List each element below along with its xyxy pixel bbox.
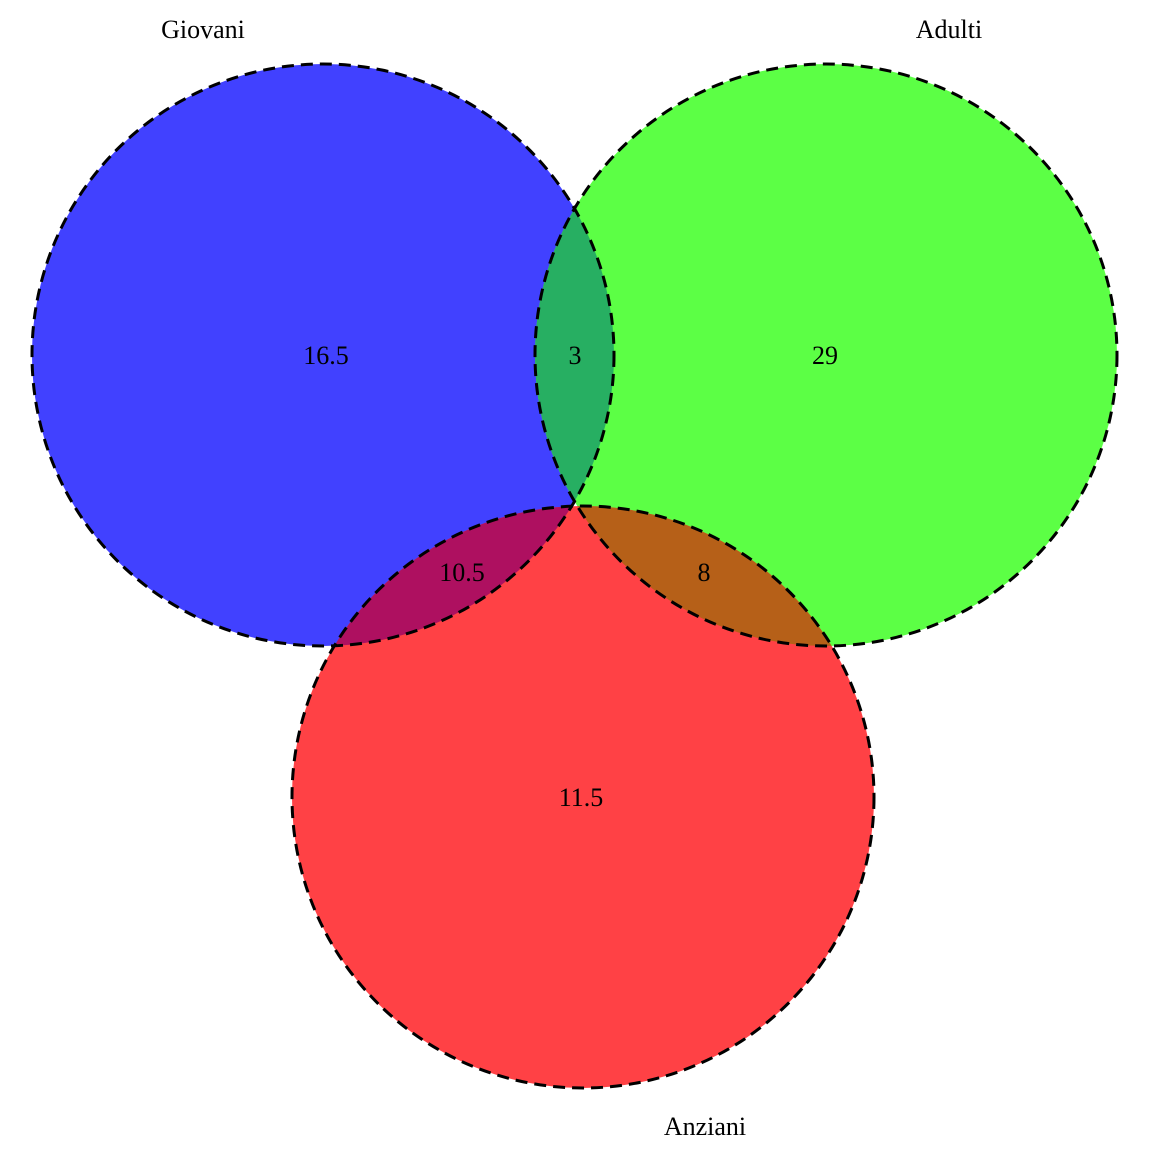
adulti-anziani-value: 8: [698, 558, 711, 587]
giovani-label: Giovani: [161, 15, 245, 44]
anziani-label: Anziani: [664, 1112, 746, 1141]
anziani-only-value: 11.5: [559, 783, 604, 812]
giovani-circle: [32, 64, 614, 646]
giovani-adulti-value: 3: [569, 341, 582, 370]
anziani-outline: [290, 504, 876, 1090]
anziani-circle: [292, 506, 874, 1088]
adulti-outline: [533, 62, 1119, 648]
giovani-only-value: 16.5: [303, 341, 349, 370]
adulti-only-value: 29: [812, 341, 838, 370]
giovani-anziani-value: 10.5: [439, 558, 485, 587]
adulti-label: Adulti: [916, 15, 982, 44]
giovani-outline: [30, 62, 616, 648]
adulti-circle: [535, 64, 1117, 646]
